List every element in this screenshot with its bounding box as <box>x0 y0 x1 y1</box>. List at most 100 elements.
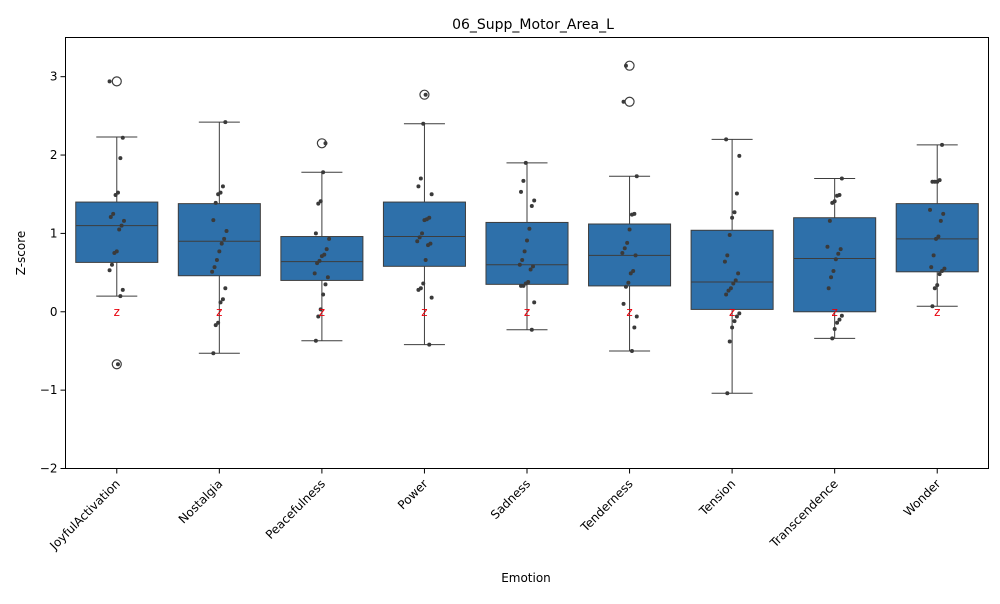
data-point <box>839 313 844 318</box>
data-point <box>941 211 946 216</box>
data-point <box>831 269 836 274</box>
data-point <box>117 227 122 232</box>
box-body <box>382 201 466 267</box>
y-axis: −2 −1 0 1 2 3 <box>40 70 66 476</box>
data-point <box>422 218 427 223</box>
x-tick-label: Sadness <box>488 477 533 522</box>
data-point <box>734 191 739 196</box>
data-point <box>312 271 317 276</box>
data-point <box>520 258 525 263</box>
data-point <box>211 351 216 356</box>
data-point <box>730 325 735 330</box>
data-point <box>219 241 224 246</box>
data-point <box>211 218 216 223</box>
data-point <box>321 170 326 175</box>
data-point <box>417 235 422 240</box>
data-point <box>416 287 421 292</box>
data-point <box>429 295 434 300</box>
data-point <box>523 160 528 165</box>
data-point <box>519 283 523 288</box>
data-point <box>732 319 737 324</box>
data-point <box>726 288 731 293</box>
data-point <box>733 278 738 283</box>
data-point <box>826 286 831 291</box>
x-tick-label: Power <box>395 477 431 513</box>
x-axis: JoyfulActivation Nostalgia Peacefulness Pow… <box>46 468 943 553</box>
data-point <box>736 271 741 276</box>
data-point <box>937 272 942 277</box>
chart-title: 06_Supp_Motor_Area_L <box>452 17 614 33</box>
data-point <box>420 231 425 236</box>
data-point <box>218 300 223 305</box>
data-point <box>119 223 124 228</box>
data-point <box>213 200 218 205</box>
data-point <box>931 253 936 258</box>
data-point <box>837 317 842 322</box>
box-series <box>75 60 979 394</box>
data-point <box>118 294 123 299</box>
data-point <box>938 218 943 223</box>
data-point <box>522 249 527 254</box>
z-marker-label: z <box>216 305 222 319</box>
data-point <box>629 348 634 353</box>
data-point <box>940 142 945 147</box>
data-point <box>626 280 631 285</box>
y-tick-label: 3 <box>50 70 58 84</box>
data-point <box>722 259 727 264</box>
outlier-marker <box>111 76 122 87</box>
data-point <box>415 239 420 244</box>
data-point <box>724 137 729 142</box>
data-point <box>213 323 218 328</box>
data-point <box>632 325 637 330</box>
data-point <box>316 314 321 319</box>
y-tick-label: 1 <box>50 226 58 240</box>
data-point <box>929 265 934 270</box>
data-point <box>529 327 534 332</box>
data-point <box>313 231 318 236</box>
z-marker-label: z <box>421 305 427 319</box>
data-point <box>737 153 742 158</box>
box-nostalgia <box>177 121 261 354</box>
data-point <box>629 212 634 217</box>
data-point <box>734 314 739 319</box>
data-point <box>519 189 523 194</box>
data-point <box>930 304 935 309</box>
data-point <box>212 265 217 270</box>
data-point <box>833 257 838 262</box>
data-point <box>416 184 421 189</box>
data-point <box>625 240 630 245</box>
data-point <box>623 284 628 289</box>
data-point <box>825 244 830 249</box>
data-point <box>830 200 835 205</box>
data-point <box>532 300 537 305</box>
data-point <box>319 254 324 259</box>
data-point <box>115 362 120 367</box>
data-point <box>634 174 639 179</box>
data-point <box>220 297 225 302</box>
data-point <box>727 339 732 344</box>
data-point <box>108 214 113 219</box>
box-body <box>485 221 569 285</box>
outlier-marker <box>624 96 635 107</box>
box-joyfulactivation <box>75 76 159 370</box>
data-point <box>521 178 526 183</box>
box-body <box>690 229 774 310</box>
data-point <box>732 210 737 215</box>
data-point <box>113 193 118 198</box>
x-axis-label: Emotion <box>501 571 551 585</box>
data-point <box>210 269 215 274</box>
data-point <box>324 247 329 252</box>
box-body <box>177 203 261 277</box>
data-point <box>827 218 832 223</box>
data-point <box>223 120 228 125</box>
data-point <box>633 253 638 258</box>
data-point <box>118 156 123 161</box>
data-point <box>838 247 843 252</box>
plot-area-frame <box>65 37 989 469</box>
data-point <box>112 251 117 255</box>
data-point <box>121 218 126 223</box>
outlier-marker <box>111 359 122 370</box>
y-tick-label: 0 <box>50 305 58 319</box>
